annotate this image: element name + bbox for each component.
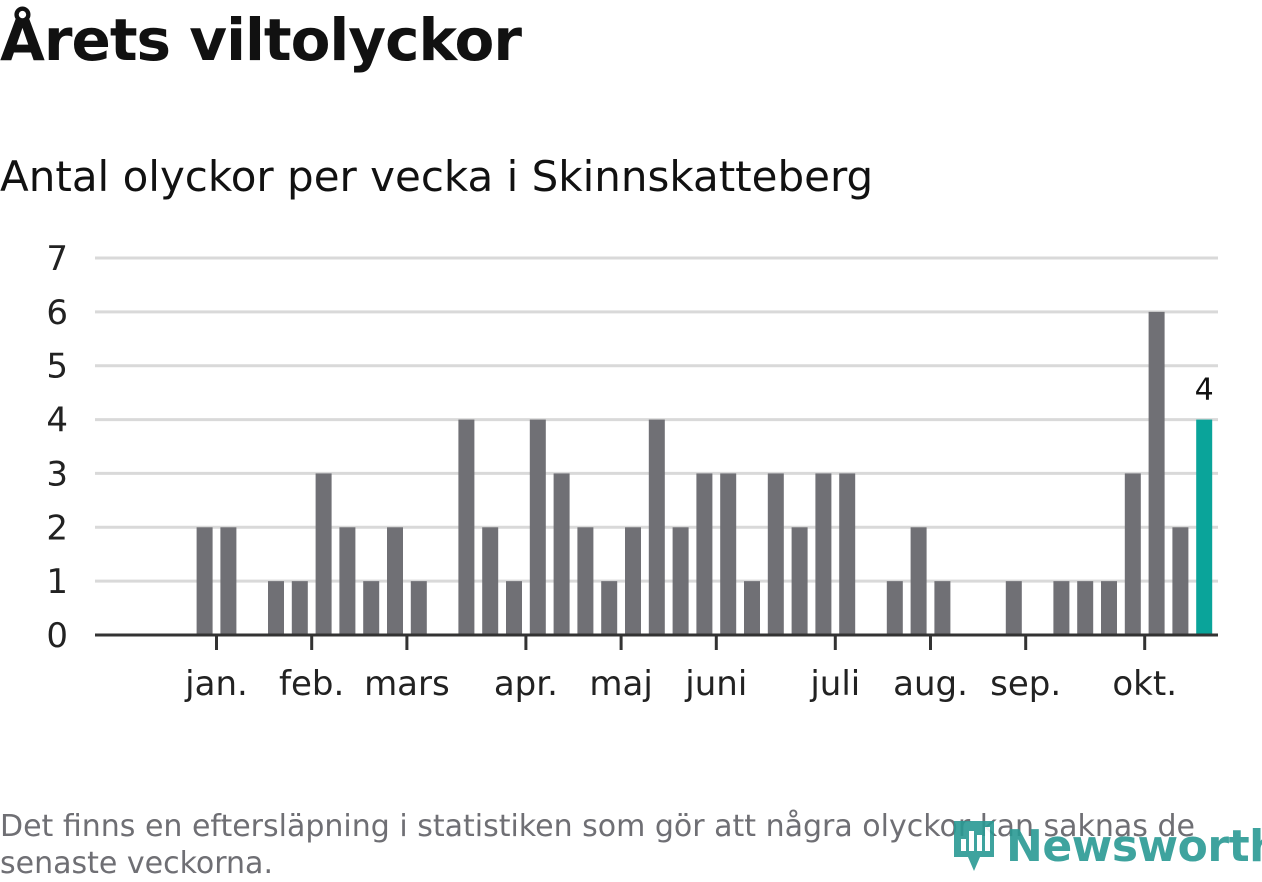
y-tick-label: 3 — [46, 454, 68, 494]
bar — [910, 527, 927, 635]
bar — [791, 527, 808, 635]
bar — [934, 581, 951, 635]
bar — [387, 527, 403, 635]
x-tick-label: juni — [684, 664, 747, 704]
bar — [886, 581, 903, 635]
bar — [458, 419, 475, 635]
x-tick-label: feb. — [279, 664, 344, 704]
bars — [196, 311, 1213, 635]
y-tick-label: 5 — [46, 347, 68, 387]
newsworthy-logo: Newsworthy — [950, 816, 1262, 876]
y-tick-label: 0 — [46, 616, 68, 656]
y-tick-label: 6 — [46, 293, 68, 333]
x-tick-label: juli — [809, 664, 860, 704]
bar — [339, 527, 356, 635]
x-tick-label: maj — [589, 664, 652, 704]
bar — [601, 581, 618, 635]
x-tick-label: aug. — [893, 664, 968, 704]
y-tick-label: 7 — [46, 239, 68, 279]
bar — [482, 527, 499, 635]
bar — [196, 527, 213, 635]
x-tick-label: apr. — [494, 664, 558, 704]
x-axis: jan. feb. mars apr. maj juni juli aug. sep. okt. — [95, 633, 1218, 704]
bar — [696, 473, 713, 635]
bar — [506, 581, 522, 635]
bar — [363, 581, 380, 635]
bar — [648, 419, 665, 635]
chart-subtitle: Antal olyckor per vecka i Skinnskatteber… — [0, 152, 874, 201]
bar — [625, 527, 641, 635]
bar — [220, 527, 237, 635]
bar — [1077, 581, 1094, 635]
bar-highlight — [1196, 419, 1213, 635]
bar — [410, 581, 427, 635]
newsworthy-logo-text: Newsworthy — [1006, 820, 1262, 872]
bar — [839, 473, 856, 635]
footnote: Det finns en eftersläpning i statistiken… — [0, 809, 1195, 881]
bar — [1005, 581, 1022, 635]
bar — [315, 473, 332, 635]
bar — [672, 527, 689, 635]
bar — [1101, 581, 1117, 635]
y-tick-label: 2 — [46, 508, 68, 548]
x-tick-label: sep. — [990, 664, 1061, 704]
bar — [291, 581, 308, 635]
bar — [744, 581, 760, 635]
bar — [1053, 581, 1070, 635]
bar — [529, 419, 546, 635]
x-tick-label: okt. — [1112, 664, 1177, 704]
y-axis-ticks: 0 1 2 3 4 5 6 7 — [46, 239, 68, 656]
bar — [577, 527, 594, 635]
data-label-last: 4 — [1195, 373, 1214, 408]
x-tick-label: jan. — [184, 664, 248, 704]
x-tick-label: mars — [364, 664, 450, 704]
bar — [1124, 473, 1141, 635]
y-tick-label: 4 — [46, 401, 68, 441]
chart-title: Årets viltolyckor — [0, 6, 522, 74]
data-labels: 4 — [1195, 373, 1214, 408]
bar — [767, 473, 784, 635]
newsworthy-logo-icon — [954, 821, 994, 871]
bar — [268, 581, 284, 635]
bar — [1172, 527, 1189, 635]
bar — [720, 473, 737, 635]
bar — [553, 473, 570, 635]
y-tick-label: 1 — [46, 562, 68, 602]
bar — [815, 473, 832, 635]
bar — [1148, 311, 1165, 635]
